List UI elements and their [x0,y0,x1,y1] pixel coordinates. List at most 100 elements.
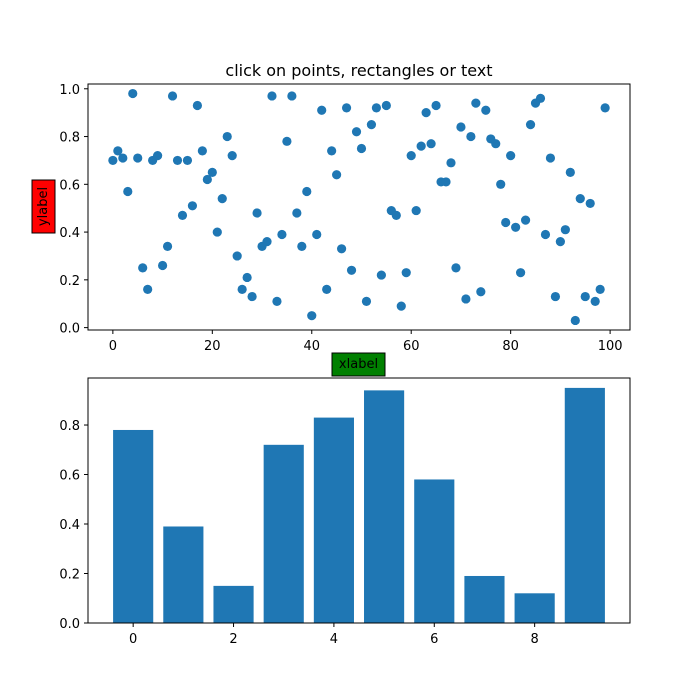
scatter-point[interactable] [535,93,546,103]
scatter-point[interactable] [351,127,362,137]
scatter-point[interactable] [356,143,367,154]
scatter-point[interactable] [277,229,287,240]
scatter-point[interactable] [307,311,317,321]
bar[interactable] [163,526,204,623]
scatter-point[interactable] [207,167,217,177]
scatter-point[interactable] [222,131,232,142]
scatter-point[interactable] [421,108,431,118]
bar[interactable] [313,417,354,623]
scatter-point[interactable] [376,270,386,280]
bar[interactable] [564,387,605,623]
scatter-point[interactable] [406,151,416,161]
scatter-xlabel[interactable]: xlabel [339,357,378,372]
scatter-point[interactable] [516,268,526,278]
scatter-point[interactable] [361,296,372,306]
scatter-point[interactable] [476,287,486,297]
scatter-point[interactable] [346,265,357,275]
scatter-point[interactable] [317,105,327,115]
bar[interactable] [414,479,455,623]
scatter-point[interactable] [123,186,133,197]
scatter-point[interactable] [371,103,382,113]
scatter-point[interactable] [287,91,297,101]
scatter-point[interactable] [496,179,506,189]
scatter-point[interactable] [506,151,516,161]
scatter-point[interactable] [555,237,565,247]
scatter-point[interactable] [143,284,153,294]
scatter-point[interactable] [446,158,456,168]
scatter-point[interactable] [560,225,570,235]
bar[interactable] [364,390,405,623]
scatter-point[interactable] [481,105,491,115]
scatter-point[interactable] [217,194,227,204]
scatter-point[interactable] [456,122,466,132]
scatter-point[interactable] [128,88,138,99]
scatter-point[interactable] [466,131,476,142]
scatter-point[interactable] [416,141,426,151]
bar[interactable] [113,429,154,623]
scatter-point[interactable] [396,301,406,311]
scatter-point[interactable] [192,100,202,111]
scatter-point[interactable] [341,103,352,113]
scatter-point[interactable] [441,177,451,187]
scatter-point[interactable] [108,155,118,166]
scatter-point[interactable] [167,91,178,101]
bar[interactable] [464,575,505,623]
scatter-point[interactable] [411,205,421,216]
scatter-point[interactable] [401,268,411,278]
scatter-point[interactable] [595,284,605,294]
scatter-point[interactable] [451,263,461,273]
scatter-point[interactable] [431,100,441,111]
scatter-point[interactable] [162,241,173,252]
scatter-point[interactable] [153,151,163,161]
scatter-point[interactable] [381,100,391,111]
scatter-point[interactable] [327,146,337,156]
scatter-point[interactable] [585,198,595,209]
scatter-point[interactable] [540,229,551,240]
scatter-ylabel[interactable]: ylabel [36,187,51,226]
scatter-point[interactable] [471,98,481,108]
scatter-point[interactable] [366,120,377,130]
scatter-point[interactable] [580,291,590,302]
scatter-point[interactable] [590,296,600,306]
scatter-point[interactable] [252,208,262,218]
scatter-point[interactable] [550,291,561,302]
bar[interactable] [213,585,254,623]
scatter-point[interactable] [570,315,580,326]
scatter-point[interactable] [491,139,501,149]
scatter-point[interactable] [172,155,183,166]
scatter-point[interactable] [600,103,610,113]
scatter-point[interactable] [426,139,436,149]
scatter-point[interactable] [177,210,188,220]
scatter-point[interactable] [520,215,531,225]
scatter-point[interactable] [575,194,585,204]
scatter-point[interactable] [272,296,282,306]
scatter-point[interactable] [133,153,143,163]
scatter-point[interactable] [247,291,257,302]
scatter-point[interactable] [297,241,307,252]
scatter-point[interactable] [232,251,242,261]
scatter-point[interactable] [322,284,332,294]
scatter-point[interactable] [182,155,193,166]
scatter-ylabel-box[interactable]: ylabel [31,179,56,234]
scatter-point[interactable] [461,294,471,304]
scatter-point[interactable] [336,244,347,254]
scatter-point[interactable] [227,151,237,161]
bar[interactable] [263,444,304,623]
scatter-point[interactable] [545,153,556,163]
scatter-point[interactable] [525,120,536,130]
scatter-point[interactable] [282,136,292,146]
scatter-point[interactable] [501,217,511,228]
scatter-point[interactable] [118,153,128,163]
scatter-point[interactable] [242,272,252,283]
scatter-point[interactable] [197,146,207,156]
scatter-point[interactable] [262,237,272,247]
scatter-title[interactable]: click on points, rectangles or text [225,61,492,80]
scatter-point[interactable] [113,146,123,156]
scatter-point[interactable] [292,208,302,218]
scatter-point[interactable] [565,167,575,177]
scatter-point[interactable] [267,91,277,101]
scatter-xlabel-box[interactable]: xlabel [331,352,386,377]
scatter-point[interactable] [157,260,168,271]
scatter-point[interactable] [138,263,148,273]
xlabel-background[interactable] [331,352,386,377]
